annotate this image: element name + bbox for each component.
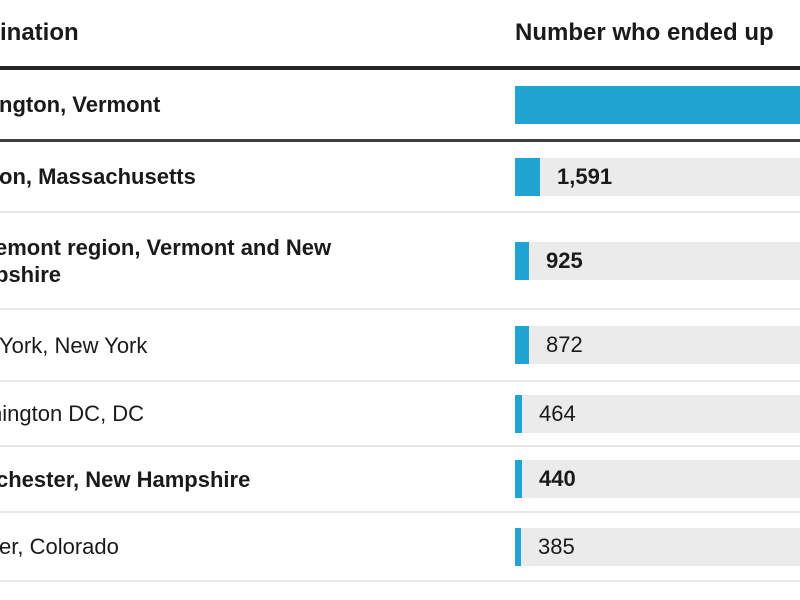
- table-header: ination Number who ended up: [0, 0, 800, 70]
- table-row: hington DC, DC 464: [0, 382, 800, 447]
- value-label: 1,591: [557, 163, 613, 189]
- bar-track: 440: [515, 460, 800, 498]
- row-label: er, Colorado: [0, 534, 119, 559]
- table-row: emont region, Vermont and New pshire 925: [0, 213, 800, 310]
- row-label: emont region, Vermont and New pshire: [0, 234, 332, 287]
- table-body: ngton, Vermont on, Massachusetts 1,591 emon…: [0, 70, 800, 582]
- row-label: chester, New Hampshire: [0, 466, 251, 492]
- value-bar: [515, 394, 522, 433]
- bar-track: 1,591: [515, 157, 800, 196]
- table-row: er, Colorado 385: [0, 513, 800, 582]
- value-bar: [515, 527, 521, 566]
- value-bar: [515, 85, 800, 124]
- value-label: 925: [546, 247, 583, 273]
- value-bar: [515, 157, 540, 196]
- bar-track: 464: [515, 394, 800, 433]
- row-label: York, New York: [0, 332, 148, 358]
- row-label: on, Massachusetts: [0, 164, 196, 189]
- value-label: 464: [539, 400, 576, 426]
- bar-track: 925: [515, 241, 800, 280]
- value-bar: [515, 241, 529, 280]
- row-label: ngton, Vermont: [0, 92, 161, 117]
- row-label: hington DC, DC: [0, 401, 145, 426]
- value-label: 872: [546, 332, 583, 357]
- header-destination: ination: [0, 19, 79, 46]
- value-label: 385: [538, 533, 575, 559]
- bar-track: [515, 85, 800, 124]
- table-row: York, New York 872: [0, 310, 800, 382]
- table-row: on, Massachusetts 1,591: [0, 142, 800, 213]
- bar-track: 385: [515, 527, 800, 566]
- value-label: 440: [539, 466, 576, 491]
- value-bar: [515, 326, 529, 364]
- table-row: chester, New Hampshire 440: [0, 447, 800, 513]
- value-bar: [515, 460, 522, 498]
- header-number: Number who ended up: [515, 19, 774, 46]
- table-row: ngton, Vermont: [0, 70, 800, 142]
- bar-track: 872: [515, 326, 800, 364]
